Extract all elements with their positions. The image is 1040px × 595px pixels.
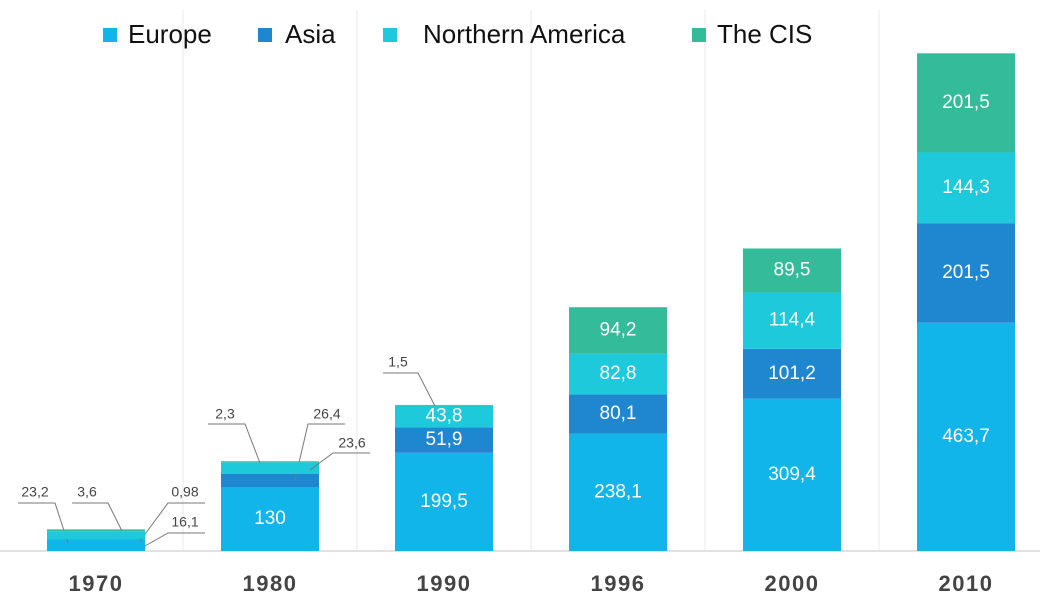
data-label: 1,5 <box>388 354 408 370</box>
data-label: 201,5 <box>942 92 990 113</box>
bar-segment <box>47 529 145 532</box>
bar-segment <box>221 462 319 475</box>
leader-line <box>144 532 205 547</box>
data-label: 23,6 <box>338 435 365 451</box>
x-tick-label: 1996 <box>591 571 646 595</box>
bar-segment <box>743 348 841 399</box>
legend-label: The CIS <box>717 19 812 49</box>
data-label: 130 <box>254 508 286 529</box>
data-label: 463,7 <box>942 426 990 447</box>
legend-swatch <box>103 28 117 42</box>
bar-segment <box>917 223 1015 323</box>
bar-segment <box>743 398 841 551</box>
data-label: 16,1 <box>171 514 198 530</box>
bar-segment <box>743 292 841 349</box>
legend-label: Northern America <box>423 19 626 49</box>
legend-label: Europe <box>128 19 212 49</box>
bar-segment <box>395 404 493 406</box>
bar-segment <box>917 152 1015 224</box>
data-label: 43,8 <box>426 405 463 426</box>
bar-segment <box>395 405 493 428</box>
data-label: 3,6 <box>77 484 97 500</box>
x-tick-label: 2000 <box>765 571 820 595</box>
bar-segment <box>569 307 667 354</box>
leader-line <box>72 502 123 532</box>
data-label: 82,8 <box>600 363 637 384</box>
bar-segment <box>395 427 493 453</box>
bar-segment <box>569 394 667 434</box>
bar-segment <box>47 539 145 551</box>
bar-segment <box>917 322 1015 551</box>
data-label: 0,98 <box>171 484 198 500</box>
leader-line <box>383 372 436 407</box>
data-label: 2,3 <box>215 406 235 422</box>
data-label: 80,1 <box>600 403 637 424</box>
data-label: 201,5 <box>942 262 990 283</box>
data-label: 94,2 <box>600 319 637 340</box>
bar-segment <box>569 433 667 551</box>
data-label: 199,5 <box>420 491 468 512</box>
data-label: 89,5 <box>774 260 811 281</box>
x-tick-label: 2010 <box>939 571 994 595</box>
x-tick-label: 1980 <box>243 571 298 595</box>
bar-segment <box>743 248 841 293</box>
legend-label: Asia <box>285 19 336 49</box>
data-label: 101,2 <box>768 363 816 384</box>
legend-swatch <box>692 28 706 42</box>
bar-segment <box>221 474 319 487</box>
bar-segment <box>917 53 1015 153</box>
data-label: 51,9 <box>426 429 463 450</box>
data-label: 238,1 <box>594 481 642 502</box>
x-tick-label: 1990 <box>417 571 472 595</box>
bar-segment <box>221 487 319 551</box>
x-tick-label: 1970 <box>69 571 124 595</box>
bar-segment <box>569 353 667 395</box>
data-label: 26,4 <box>313 406 340 422</box>
legend-swatch <box>383 28 397 42</box>
data-label: 114,4 <box>769 310 816 331</box>
leader-line <box>208 423 261 464</box>
bar-segment <box>221 461 319 463</box>
bar-segment <box>47 531 145 540</box>
bar-segment <box>395 452 493 551</box>
legend-swatch <box>258 28 272 42</box>
data-label: 144,3 <box>942 177 990 198</box>
leader-line <box>309 452 370 471</box>
data-label: 23,2 <box>21 484 48 500</box>
leader-line <box>139 502 205 542</box>
data-label: 309,4 <box>768 464 816 485</box>
